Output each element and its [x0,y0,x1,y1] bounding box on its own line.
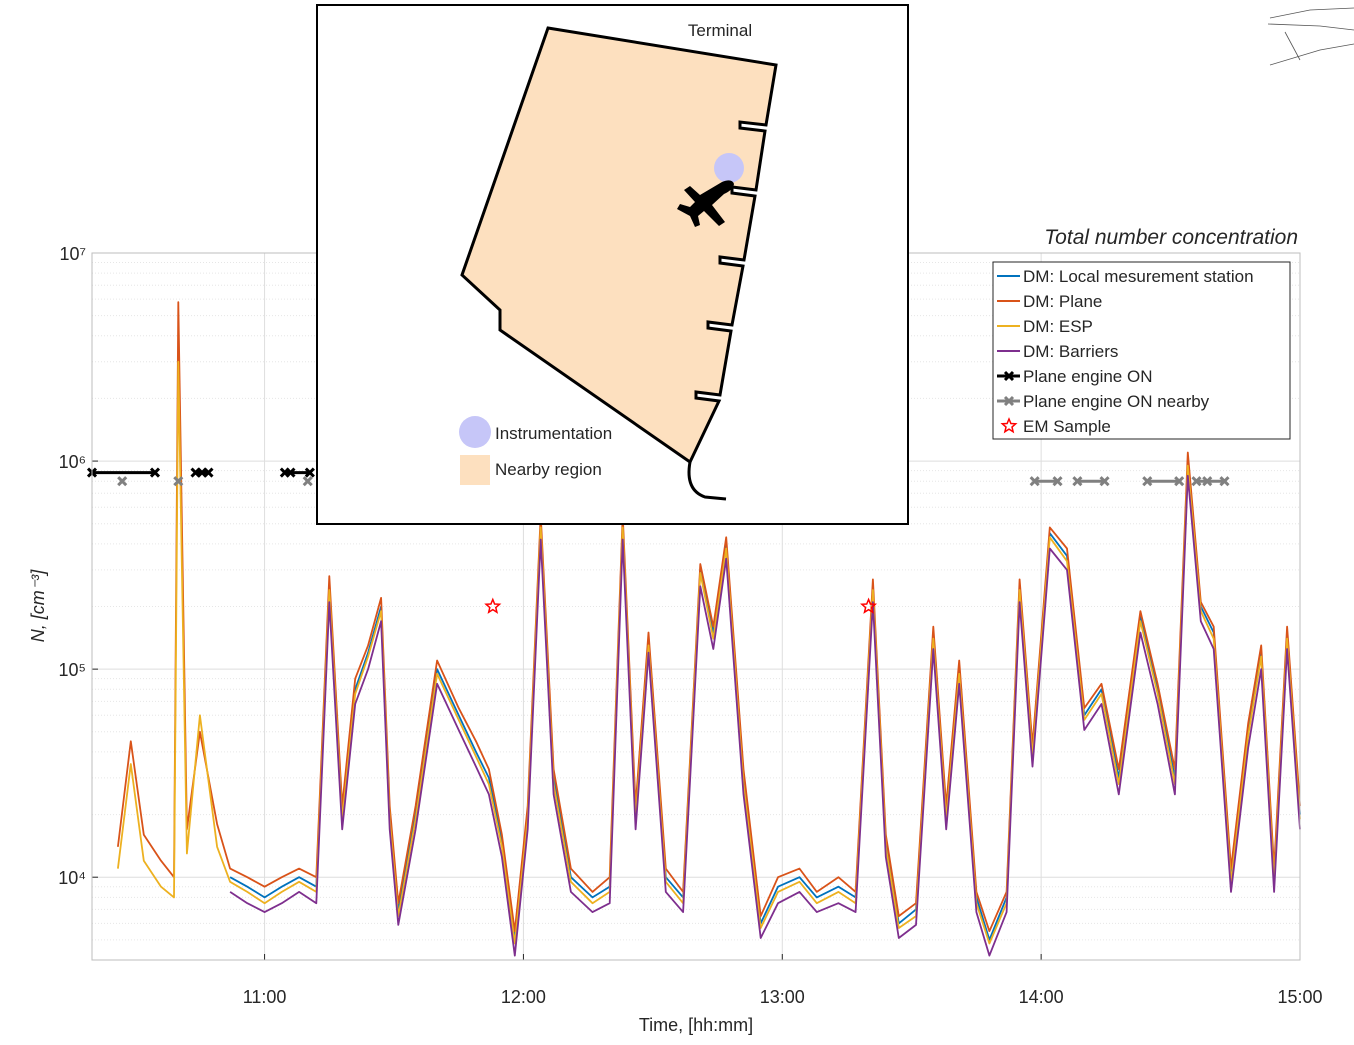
legend-swatch [1003,395,1015,407]
y-axis-label: N, [cm⁻³] [28,569,48,642]
plane-icon [677,180,734,227]
event-marker [173,476,184,487]
event-marker [285,467,296,478]
legend-box [992,261,1291,440]
em-sample-marker [484,597,502,614]
event-marker [1219,476,1230,487]
x-tick-label: 14:00 [1019,987,1064,1007]
event-marker [1029,476,1040,487]
event-marker [304,467,315,478]
event-marker [1191,476,1202,487]
terminal-edge [687,461,727,501]
legend-label: Plane engine ON nearby [1023,392,1210,411]
y-tick-label: 10⁷ [59,244,86,264]
event-marker [117,476,128,487]
y-tick-label: 10⁶ [59,452,86,472]
event-marker [302,476,313,487]
inset-map: Terminal Instrumentation Nearby region [316,4,909,525]
data-line [229,474,1301,957]
event-marker [1099,476,1110,487]
event-marker [1202,476,1213,487]
legend: DM: Local mesurement station DM: Plane DM:… [992,261,1291,440]
chart-title: Total number concentration [1044,226,1298,249]
event-marker [1174,476,1185,487]
inset-title: Terminal [688,21,752,40]
inset-legend-swatch [459,416,491,448]
x-tick-label: 15:00 [1277,987,1322,1007]
em-sample-marker [860,597,878,614]
instrumentation-marker [714,153,744,183]
x-tick-label: 12:00 [501,987,546,1007]
inset-legend-label: Instrumentation [495,424,612,443]
event-marker [149,467,161,478]
x-axis-label: Time, [hh:mm] [639,1015,753,1035]
x-tick-label: 13:00 [760,987,805,1007]
legend-label: Plane engine ON [1023,367,1152,386]
event-marker [203,467,214,478]
legend-swatch [1000,417,1018,434]
legend-label: DM: Barriers [1023,342,1118,361]
nearby-region-shape [460,26,778,465]
y-tick-label: 10⁵ [59,660,86,680]
legend-label: DM: Local mesurement station [1023,267,1254,286]
event-marker [1052,476,1063,487]
legend-label: DM: Plane [1023,292,1102,311]
inset-legend-label: Nearby region [495,460,602,479]
x-tick-label: 11:00 [243,987,287,1007]
event-marker [1142,476,1153,487]
plane-sketch [1267,7,1354,66]
legend-swatch [1003,370,1015,382]
legend-label: EM Sample [1023,417,1111,436]
inset-legend-swatch [460,455,490,485]
event-marker [1072,476,1083,487]
legend-label: DM: ESP [1023,317,1093,336]
y-tick-label: 10⁴ [58,868,86,888]
